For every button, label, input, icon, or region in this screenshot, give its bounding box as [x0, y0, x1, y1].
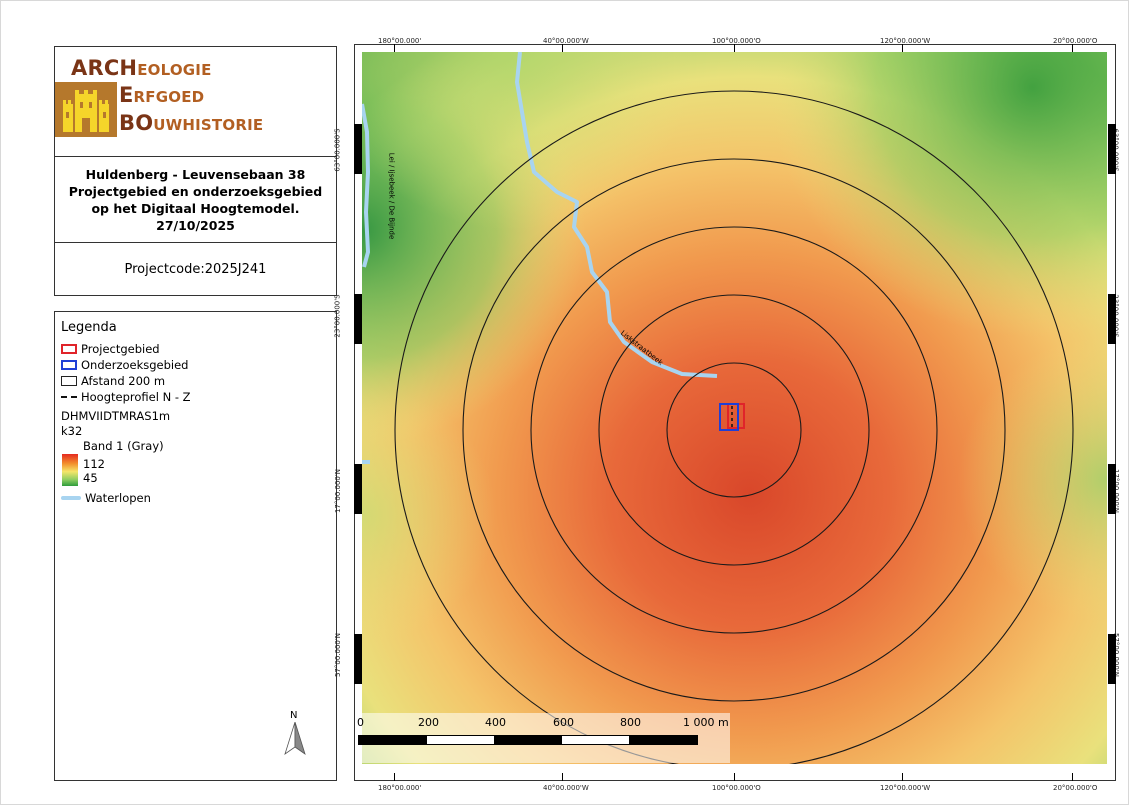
elevation-gradient: [62, 454, 78, 486]
north-label: N: [290, 710, 298, 721]
onderzoeksgebied-swatch: [61, 359, 77, 370]
elevation-min: 45: [83, 471, 98, 485]
legend-item-label: Hoogteprofiel N - Z: [81, 389, 191, 404]
legend-item-onderzoeksgebied: Onderzoeksgebied: [61, 357, 189, 372]
castle-logo-icon: [55, 82, 117, 137]
waterlopen-swatch: [61, 495, 81, 500]
project-code-panel: Projectcode:2025J241: [54, 242, 337, 296]
tick-bottom-3: 100°00.000'O: [712, 784, 761, 792]
legend-item-waterlopen: Waterlopen: [61, 490, 151, 505]
title-line-1: Huldenberg - Leuvensebaan 38: [85, 166, 306, 182]
legend-item-label: Onderzoeksgebied: [81, 357, 189, 372]
legend-item-label: Projectgebied: [81, 341, 160, 356]
tick-top-4: 120°00.000'W: [880, 37, 931, 45]
tick-bottom-1: 180°00.000': [378, 784, 422, 792]
legend-item-hoogteprofiel: Hoogteprofiel N - Z: [61, 389, 191, 404]
band-label: Band 1 (Gray): [83, 439, 164, 453]
distance-rings: [394, 90, 1074, 764]
waterway-label-lei: Lei / Ijsebeek / De Bijnde: [387, 152, 396, 240]
logo-text-line-2: ERFGOED: [119, 83, 205, 107]
legend-title: Legenda: [61, 320, 117, 335]
title-line-3: op het Digitaal Hoogtemodel.: [91, 200, 300, 216]
elevation-max: 112: [83, 457, 105, 471]
raster-name: DHMVIIDTMRAS1m: [61, 409, 171, 423]
tick-top-3: 100°00.000'O: [712, 37, 761, 45]
tick-bottom-4: 120°00.000'W: [880, 784, 931, 792]
tick-top-5: 20°00.000'O: [1053, 37, 1098, 45]
logo-panel: ARCHEOLOGIE ERFGOED BOUWHISTORIE: [54, 46, 337, 156]
legend-item-label: Afstand 200 m: [81, 373, 166, 388]
title-date: 27/10/2025: [156, 217, 235, 233]
project-code: Projectcode:2025J241: [124, 261, 267, 277]
hoogteprofiel-swatch: [61, 395, 77, 398]
tick-bottom-2: 40°00.000'W: [543, 784, 589, 792]
north-arrow-icon: N: [283, 710, 307, 756]
elevation-map[interactable]: Lei / Ijsebeek / De Bijnde Liskstraatbee…: [362, 52, 1107, 764]
scale-bar: 0 200 400 600 800 1 000 m: [355, 713, 730, 763]
frame-ticks: [354, 44, 1116, 781]
tick-top-1: 180°00.000': [378, 37, 422, 45]
onderzoeksgebied-polygon[interactable]: [719, 403, 739, 431]
waterway-lei: [362, 103, 371, 268]
scale-bar-segments: [358, 735, 698, 745]
logo-text-line-1: ARCHEOLOGIE: [71, 56, 212, 80]
legend-panel: Legenda Projectgebied Onderzoeksgebied A…: [54, 311, 337, 781]
scale-label-800: 800: [620, 716, 641, 729]
scale-label-200: 200: [418, 716, 439, 729]
raster-sub: k32: [61, 424, 83, 438]
legend-item-label: Waterlopen: [85, 490, 151, 505]
tick-bottom-5: 20°00.000'O: [1053, 784, 1098, 792]
logo-text-line-3: BOUWHISTORIE: [119, 111, 264, 135]
scale-label-600: 600: [553, 716, 574, 729]
legend-item-afstand: Afstand 200 m: [61, 373, 165, 388]
legend-item-projectgebied: Projectgebied: [61, 341, 160, 356]
scale-label-1000: 1 000 m: [683, 716, 729, 729]
waterway-liskstraatbeek: [515, 52, 718, 378]
scale-label-0: 0: [357, 716, 364, 729]
tick-left-2: 23°00.000'S: [333, 294, 342, 338]
tick-left-1: 63°00.000'S: [333, 128, 342, 172]
afstand-swatch: [61, 375, 77, 386]
tick-left-3: 17°00.000'N: [334, 468, 343, 514]
scale-label-400: 400: [485, 716, 506, 729]
title-line-2: Projectgebied en onderzoeksgebied: [68, 183, 323, 199]
tick-left-4: 57°00.000'N: [334, 632, 343, 678]
map-title-panel: Huldenberg - Leuvensebaan 38 Projectgebi…: [54, 156, 337, 242]
projectgebied-swatch: [61, 343, 77, 354]
tick-top-2: 40°00.000'W: [543, 37, 589, 45]
